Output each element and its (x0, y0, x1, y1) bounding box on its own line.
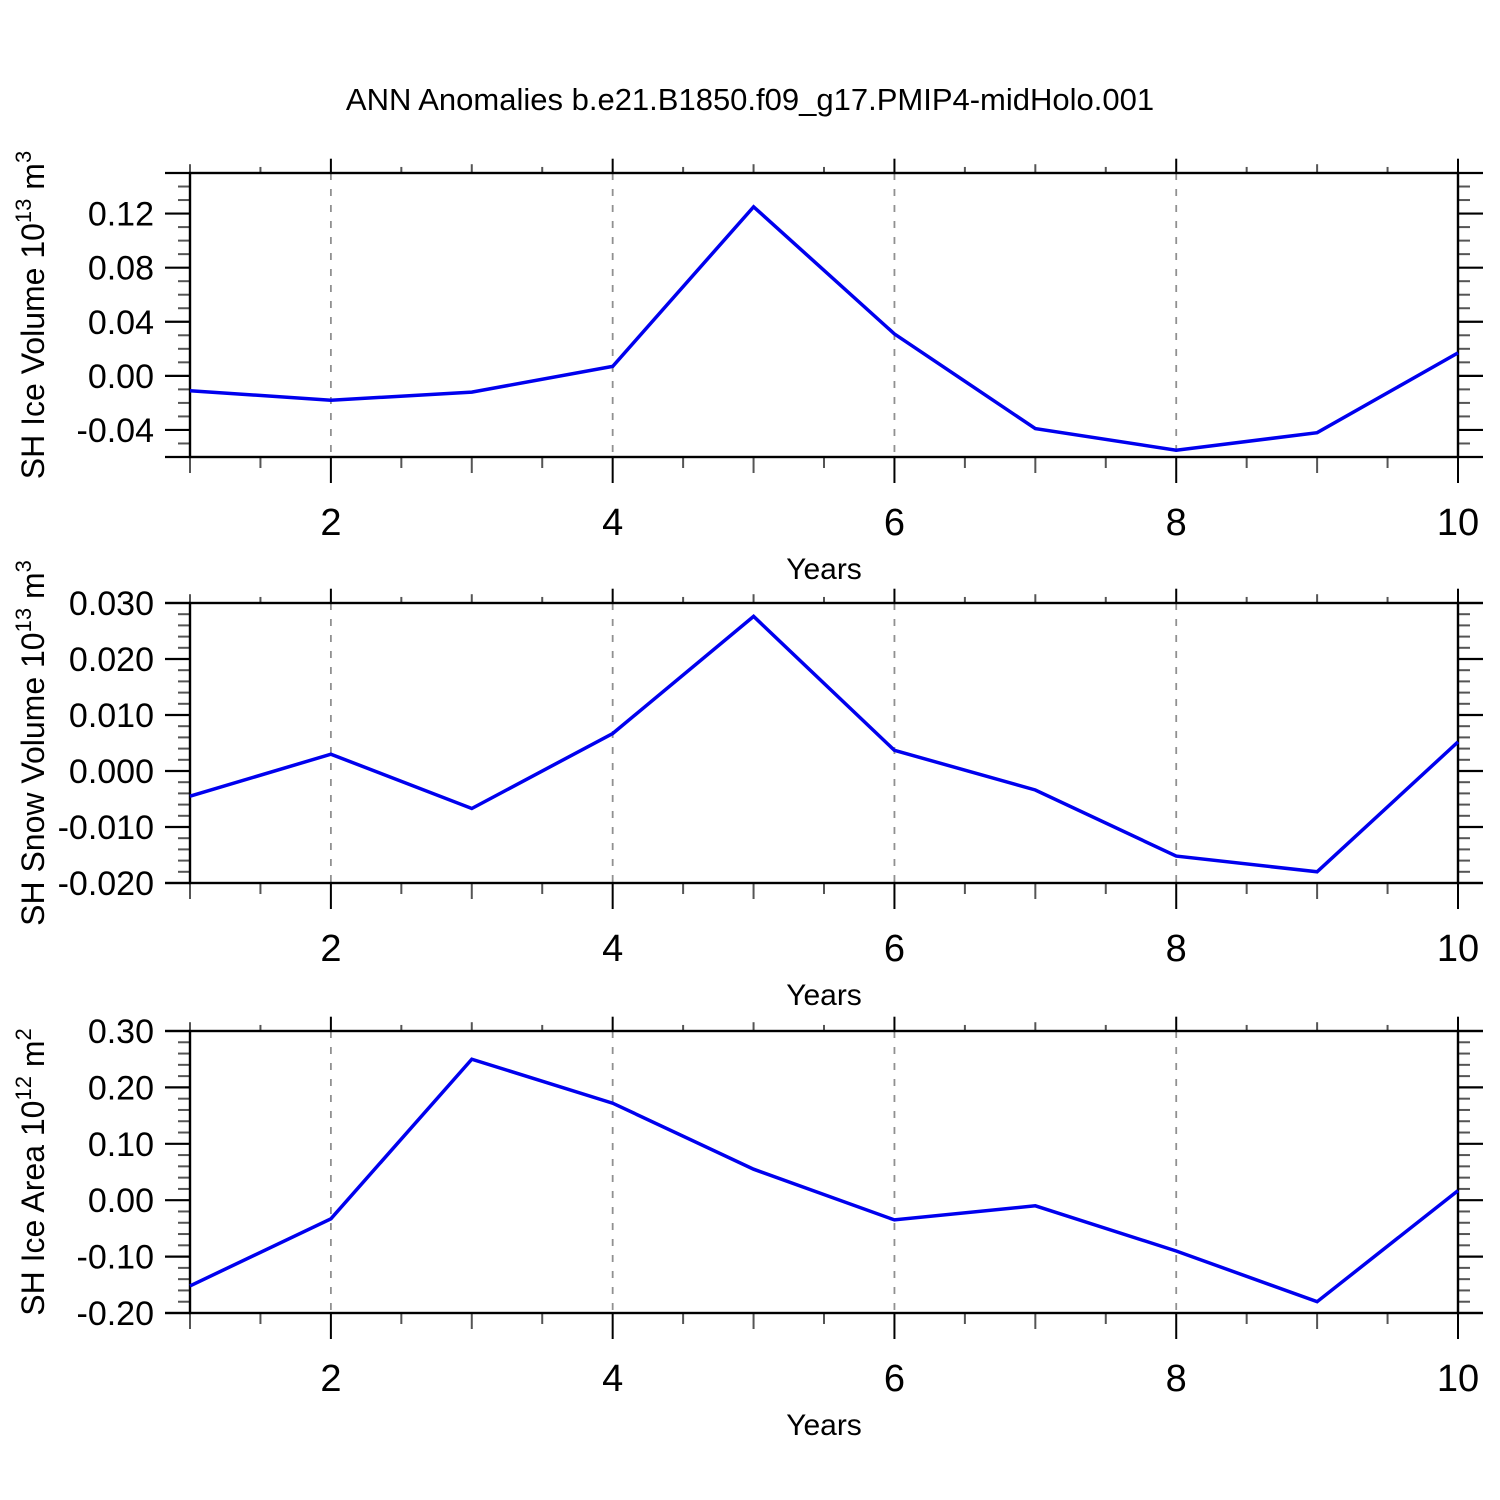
y-tick-label: -0.04 (77, 412, 155, 450)
figure-title: ANN Anomalies b.e21.B1850.f09_g17.PMIP4-… (346, 82, 1154, 117)
x-tick-label: 6 (884, 502, 905, 544)
x-axis-title: Years (786, 1409, 862, 1442)
y-tick-label: 0.20 (88, 1069, 154, 1107)
y-tick-label: 0.08 (88, 250, 154, 288)
y-tick-label: 0.04 (88, 304, 154, 342)
chart-sh-ice-area: -0.20 -0.10 0.00 0.10 0.20 0.30 2 4 6 8 10 Years SH … (11, 1013, 1483, 1442)
y-tick-label: 0.030 (69, 585, 154, 623)
y-axis-title: SH Snow Volume 1013 m3 (11, 560, 51, 926)
x-tick-label: 4 (602, 928, 623, 970)
x-tick-label: 6 (884, 928, 905, 970)
y-tick-label: 0.000 (69, 753, 154, 791)
y-axis-title: SH Ice Area 1012 m2 (11, 1028, 51, 1316)
y-tick-label: -0.10 (77, 1239, 155, 1277)
x-tick-label: 8 (1166, 1358, 1187, 1400)
y-tick-label: 0.00 (88, 358, 154, 396)
x-tick-label: 4 (602, 1358, 623, 1400)
plot-frame (188, 1029, 1460, 1315)
data-line (189, 204, 1459, 452)
y-tick-label: -0.20 (77, 1295, 155, 1333)
data-line (189, 614, 1460, 874)
x-tick-label: 2 (320, 928, 341, 970)
x-axis-title: Years (786, 553, 862, 586)
x-tick-label: 8 (1166, 928, 1187, 970)
plot-frame (188, 171, 1460, 459)
x-tick-label: 10 (1437, 1358, 1479, 1400)
y-tick-label: 0.12 (88, 196, 154, 234)
data-line (189, 1057, 1460, 1304)
x-tick-label: 10 (1437, 928, 1479, 970)
y-tick-label: 0.30 (88, 1013, 154, 1051)
x-tick-label: 8 (1166, 502, 1187, 544)
x-tick-label: 2 (320, 502, 341, 544)
x-tick-label: 10 (1437, 502, 1479, 544)
chart-sh-ice-volume: -0.04 0.00 0.04 0.08 0.12 2 4 6 8 10 Years SH Ice V… (11, 151, 1483, 586)
x-tick-label: 4 (602, 502, 623, 544)
y-axis-title: SH Ice Volume 1013 m3 (11, 151, 51, 479)
charts-group: -0.04 0.00 0.04 0.08 0.12 2 4 6 8 10 Years SH Ice V… (11, 151, 1483, 1442)
y-tick-label: 0.10 (88, 1126, 154, 1164)
plot-frame (188, 601, 1460, 885)
x-tick-label: 2 (320, 1358, 341, 1400)
y-tick-label: 0.010 (69, 697, 154, 735)
y-tick-label: -0.020 (58, 865, 154, 903)
y-tick-label: 0.00 (88, 1182, 154, 1220)
y-tick-label: -0.010 (58, 809, 154, 847)
y-tick-label: 0.020 (69, 641, 154, 679)
x-tick-label: 6 (884, 1358, 905, 1400)
chart-sh-snow-volume: -0.020 -0.010 0.000 0.010 0.020 0.030 2 4 6 8 10 Ye… (11, 560, 1483, 1012)
x-axis-title: Years (786, 979, 862, 1012)
